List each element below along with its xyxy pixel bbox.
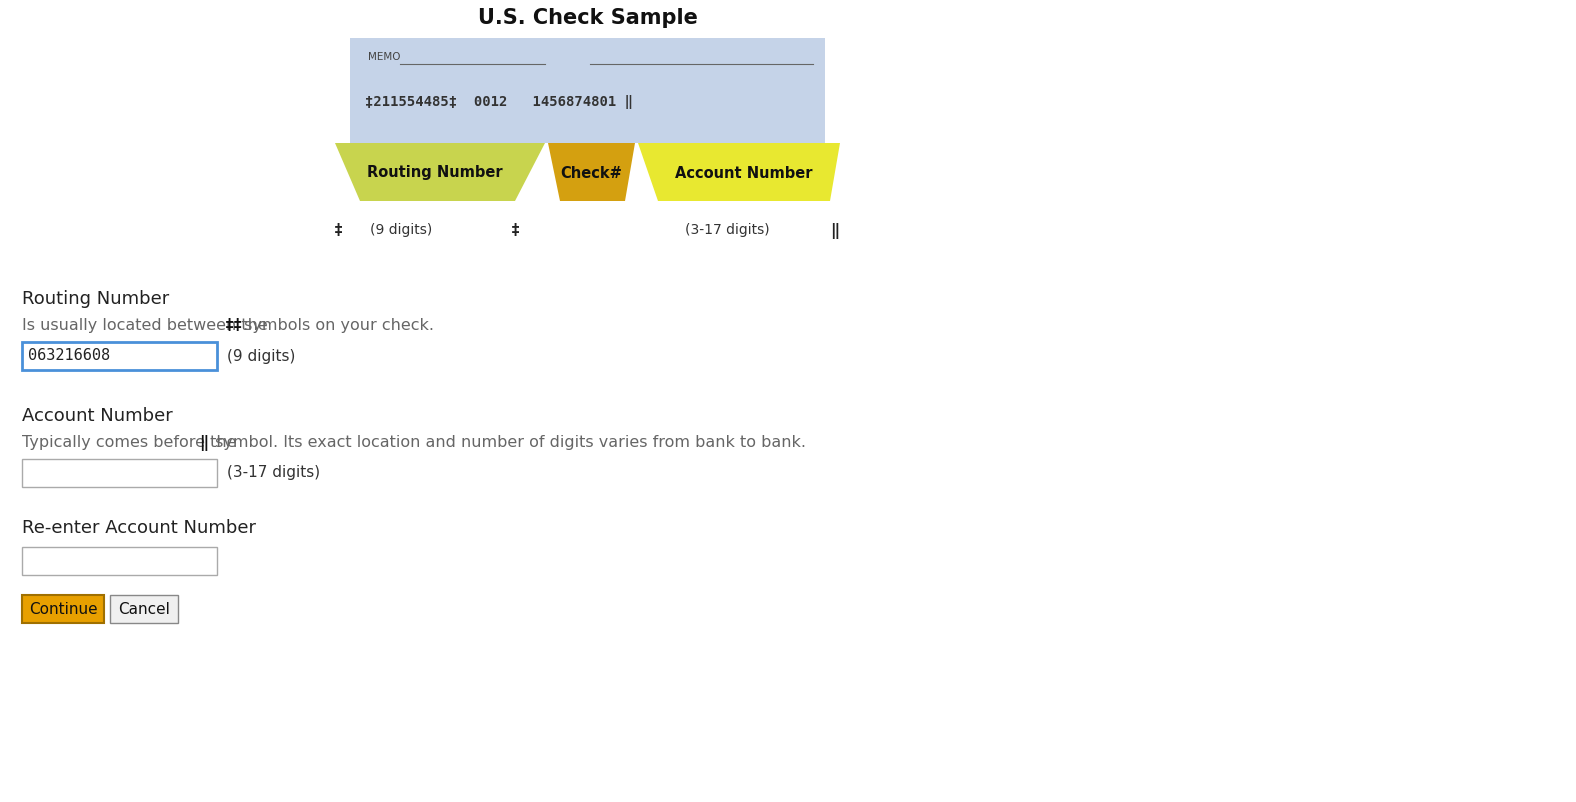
Text: Account Number: Account Number — [675, 165, 813, 180]
Text: 063216608: 063216608 — [28, 349, 110, 363]
Text: ‖: ‖ — [831, 223, 840, 239]
Polygon shape — [548, 143, 635, 201]
Text: ‡‡: ‡‡ — [225, 318, 243, 333]
Text: Re-enter Account Number: Re-enter Account Number — [22, 519, 255, 537]
Text: U.S. Check Sample: U.S. Check Sample — [478, 8, 698, 28]
Text: Account Number: Account Number — [22, 407, 173, 425]
FancyBboxPatch shape — [22, 595, 104, 623]
FancyBboxPatch shape — [22, 342, 217, 370]
Text: Routing Number: Routing Number — [22, 290, 169, 308]
Text: Routing Number: Routing Number — [367, 165, 503, 180]
Text: ‡: ‡ — [511, 223, 520, 238]
Text: Continue: Continue — [28, 602, 98, 617]
Text: (3-17 digits): (3-17 digits) — [227, 465, 320, 480]
FancyBboxPatch shape — [22, 459, 217, 487]
Text: MEMO: MEMO — [369, 52, 400, 62]
Polygon shape — [336, 143, 545, 201]
Text: Typically comes before the: Typically comes before the — [22, 435, 241, 450]
Text: symbol. Its exact location and number of digits varies from bank to bank.: symbol. Its exact location and number of… — [210, 435, 805, 450]
Text: (3-17 digits): (3-17 digits) — [686, 223, 769, 237]
Text: Is usually located between the: Is usually located between the — [22, 318, 273, 333]
Text: Cancel: Cancel — [118, 602, 170, 617]
FancyBboxPatch shape — [22, 547, 217, 575]
Text: symbols on your check.: symbols on your check. — [240, 318, 433, 333]
FancyBboxPatch shape — [110, 595, 178, 623]
Text: (9 digits): (9 digits) — [370, 223, 432, 237]
Text: ‖: ‖ — [199, 435, 208, 451]
Text: (9 digits): (9 digits) — [227, 349, 295, 363]
FancyBboxPatch shape — [350, 38, 824, 143]
Text: ‡211554485‡  0012   1456874801 ‖: ‡211554485‡ 0012 1456874801 ‖ — [366, 95, 634, 109]
Text: ‡: ‡ — [334, 223, 342, 238]
Polygon shape — [638, 143, 840, 201]
Text: Check#: Check# — [561, 165, 623, 180]
